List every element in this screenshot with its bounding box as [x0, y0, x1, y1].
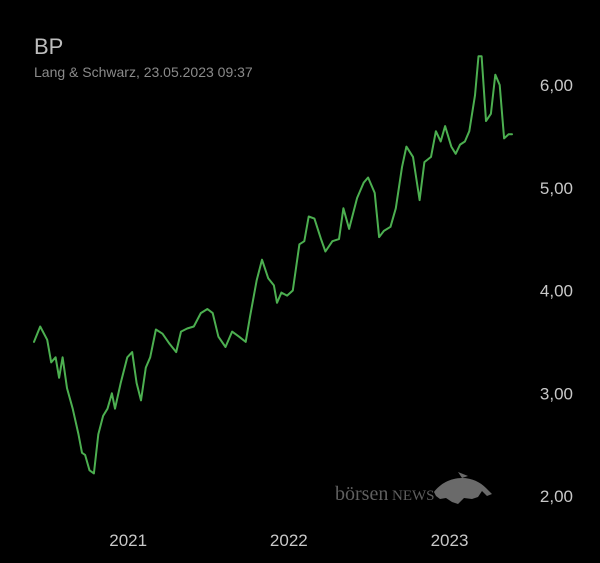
chart-title: BP: [34, 34, 64, 59]
y-tick-label: 3,00: [540, 384, 573, 403]
x-tick-label: 2023: [431, 531, 469, 550]
bull-icon: [434, 472, 492, 504]
watermark-text-right: NEWS: [392, 488, 435, 504]
y-tick-label: 2,00: [540, 487, 573, 506]
x-tick-label: 2021: [109, 531, 147, 550]
x-axis: 2021 2022 2023: [109, 531, 468, 550]
series-group: [33, 55, 513, 475]
boersen-news-watermark: börsen NEWS: [335, 472, 492, 505]
y-tick-label: 4,00: [540, 282, 573, 301]
y-tick-label: 6,00: [540, 76, 573, 95]
price-line: [33, 55, 513, 475]
chart-subtitle: Lang & Schwarz, 23.05.2023 09:37: [34, 64, 253, 80]
y-tick-label: 5,00: [540, 179, 573, 198]
x-tick-label: 2022: [270, 531, 308, 550]
y-axis: 2,00 3,00 4,00 5,00 6,00: [540, 76, 573, 506]
watermark-text-left: börsen: [335, 483, 388, 505]
